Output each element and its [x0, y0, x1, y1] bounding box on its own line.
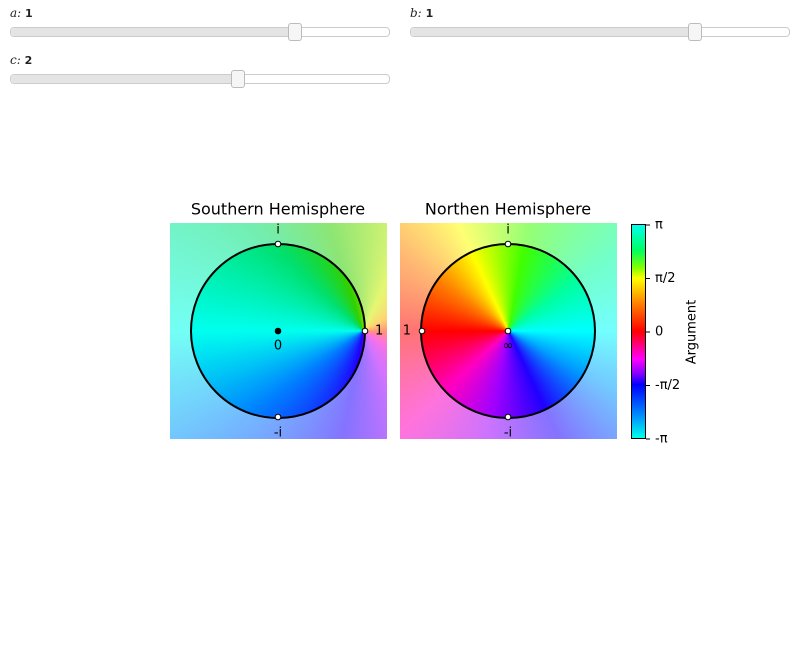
slider-label: b: 1: [410, 6, 433, 20]
slider-label: a: 1: [10, 6, 33, 20]
slider[interactable]: [10, 23, 390, 41]
point-label: ∞: [503, 339, 514, 354]
colorbar-tick-label: 0: [655, 325, 663, 340]
point: [274, 327, 282, 335]
slider-fill: [11, 28, 295, 36]
fade: [170, 223, 387, 439]
colorbar-tick-label: -π: [655, 432, 668, 447]
point: [274, 240, 282, 248]
point: [274, 413, 282, 421]
point: [504, 240, 512, 248]
colorbar: [631, 224, 646, 439]
point: [361, 327, 369, 335]
point-label: 0: [274, 339, 282, 354]
slider[interactable]: [410, 23, 790, 41]
slider-name: c:: [10, 53, 21, 67]
slider-name: a:: [10, 6, 22, 20]
slider-value: 2: [24, 54, 33, 67]
slider-value: 1: [425, 7, 434, 20]
point-label: 1: [403, 324, 411, 339]
colorbar-tick-label: π: [655, 218, 663, 233]
points: [274, 240, 512, 421]
slider-label: c: 2: [10, 53, 32, 67]
colorbar-tick-label: -π/2: [655, 378, 680, 393]
colorbar-tick-label: π/2: [655, 271, 675, 286]
point-label: i: [276, 223, 280, 238]
plot-title: Northen Hemisphere: [425, 200, 591, 219]
point-label: -i: [504, 426, 512, 441]
slider[interactable]: [10, 70, 390, 88]
slider-thumb[interactable]: [288, 23, 302, 41]
colorbar-label: Argument: [685, 300, 700, 365]
point-label: 1: [375, 324, 383, 339]
point-label: -i: [274, 426, 282, 441]
point: [504, 413, 512, 421]
slider-thumb[interactable]: [231, 70, 245, 88]
point: [418, 327, 426, 335]
slider-fill: [11, 75, 238, 83]
slider-thumb[interactable]: [688, 23, 702, 41]
point: [504, 327, 512, 335]
slider-value: 1: [25, 7, 33, 20]
slider-fill: [411, 28, 695, 36]
point-label: i: [506, 223, 510, 238]
slider-name: b:: [410, 6, 422, 20]
fade: [400, 223, 617, 439]
plot-title: Southern Hemisphere: [191, 200, 365, 219]
